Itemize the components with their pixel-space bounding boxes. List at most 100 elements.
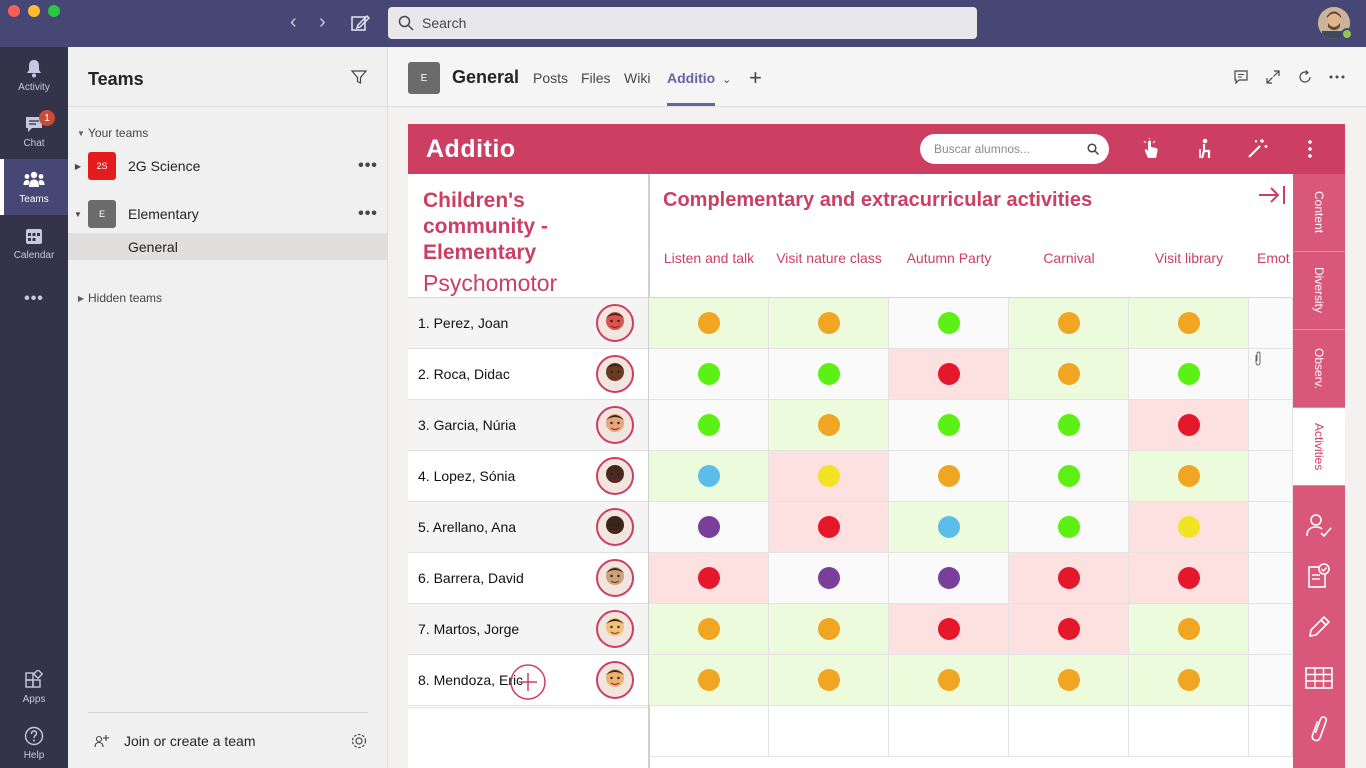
add-tab-button[interactable]: + — [749, 65, 762, 90]
grade-cell[interactable] — [1009, 553, 1129, 604]
grade-cell[interactable] — [769, 604, 889, 655]
grade-cell[interactable] — [769, 502, 889, 553]
grade-cell[interactable] — [649, 349, 769, 400]
student-row[interactable]: 8. Mendoza, Eric — [408, 655, 648, 706]
grade-cell[interactable] — [769, 451, 889, 502]
grade-cell[interactable] — [1129, 349, 1249, 400]
side-tab-observ[interactable]: Observ. — [1293, 330, 1345, 408]
hidden-teams-section[interactable]: ▶ Hidden teams — [74, 291, 162, 305]
attachment-icon[interactable] — [1253, 351, 1263, 367]
student-profile-button[interactable] — [1293, 499, 1345, 550]
grade-cell[interactable] — [1129, 655, 1249, 706]
refresh-icon[interactable] — [1297, 69, 1313, 85]
grade-cell[interactable] — [649, 502, 769, 553]
team-item-2g-science[interactable]: ▶ 2S 2G Science ••• — [68, 144, 388, 188]
grade-cell[interactable] — [1249, 655, 1293, 706]
student-row[interactable]: 7. Martos, Jorge — [408, 604, 648, 655]
grade-cell[interactable] — [1249, 298, 1293, 349]
back-arrow-icon[interactable]: ‹ — [290, 11, 297, 33]
student-row[interactable]: 4. Lopez, Sónia — [408, 451, 648, 502]
seating-icon[interactable] — [1195, 138, 1215, 160]
filter-icon[interactable] — [351, 69, 367, 85]
activity-column-header[interactable]: Visit nature class — [776, 250, 882, 266]
grade-cell[interactable] — [769, 349, 889, 400]
student-avatar[interactable] — [596, 355, 634, 393]
student-avatar[interactable] — [596, 406, 634, 444]
more-options-icon[interactable] — [1328, 69, 1346, 85]
student-row[interactable]: 5. Arellano, Ana — [408, 502, 648, 553]
add-student-button[interactable] — [408, 657, 648, 708]
grid-view-button[interactable] — [1293, 652, 1345, 703]
search-input[interactable]: Search — [388, 7, 977, 39]
forward-arrow-icon[interactable]: › — [319, 11, 326, 33]
team-more-options-button[interactable]: ••• — [358, 157, 378, 174]
collapse-panel-icon[interactable] — [1258, 184, 1286, 206]
grade-cell[interactable] — [1009, 604, 1129, 655]
activity-column-header[interactable]: Carnival — [1043, 250, 1095, 266]
gear-icon[interactable] — [350, 732, 368, 750]
join-or-create-team-button[interactable]: Join or create a team — [94, 733, 256, 749]
grade-cell[interactable] — [1249, 604, 1293, 655]
attachments-button[interactable] — [1293, 703, 1345, 754]
team-more-options-button[interactable]: ••• — [358, 205, 378, 222]
grade-cell[interactable] — [889, 502, 1009, 553]
grade-cell[interactable] — [1129, 451, 1249, 502]
appbar-chat[interactable]: Chat 1 — [0, 103, 68, 159]
pointer-hand-icon[interactable] — [1141, 138, 1161, 160]
grade-cell[interactable] — [769, 553, 889, 604]
student-avatar[interactable] — [596, 508, 634, 546]
grade-cell[interactable] — [649, 298, 769, 349]
student-avatar[interactable] — [596, 610, 634, 648]
appbar-help[interactable]: Help — [0, 715, 68, 768]
grade-cell[interactable] — [889, 298, 1009, 349]
student-row[interactable]: 3. Garcia, Núria — [408, 400, 648, 451]
side-tab-diversity[interactable]: Diversity — [1293, 252, 1345, 330]
grade-cell[interactable] — [649, 400, 769, 451]
magic-wand-icon[interactable] — [1246, 138, 1268, 160]
team-item-elementary[interactable]: ▼ E Elementary ••• — [68, 192, 388, 236]
grade-cell[interactable] — [769, 655, 889, 706]
grade-cell[interactable] — [769, 298, 889, 349]
expand-icon[interactable] — [1265, 69, 1281, 85]
appbar-apps[interactable]: Apps — [0, 659, 68, 715]
grade-cell[interactable] — [1129, 502, 1249, 553]
grade-cell[interactable] — [1249, 502, 1293, 553]
activity-column-header[interactable]: Emot — [1257, 250, 1290, 266]
tab-wiki[interactable]: Wiki — [624, 70, 651, 86]
grade-cell[interactable] — [1009, 349, 1129, 400]
grade-cell[interactable] — [889, 349, 1009, 400]
student-row[interactable]: 1. Perez, Joan — [408, 298, 648, 349]
channel-item-general[interactable]: General — [68, 233, 388, 260]
student-avatar[interactable] — [596, 457, 634, 495]
grade-cell[interactable] — [1249, 553, 1293, 604]
grade-cell[interactable] — [889, 400, 1009, 451]
appbar-calendar[interactable]: Calendar — [0, 215, 68, 271]
grade-cell[interactable] — [1009, 502, 1129, 553]
grade-cell[interactable] — [1009, 655, 1129, 706]
grade-cell[interactable] — [769, 400, 889, 451]
grade-cell[interactable] — [649, 553, 769, 604]
conversation-icon[interactable] — [1233, 69, 1249, 85]
edit-button[interactable] — [1293, 601, 1345, 652]
student-avatar[interactable] — [596, 559, 634, 597]
grade-cell[interactable] — [889, 604, 1009, 655]
student-avatar[interactable] — [596, 304, 634, 342]
grade-cell[interactable] — [649, 655, 769, 706]
grade-cell[interactable] — [1249, 451, 1293, 502]
grade-cell[interactable] — [889, 451, 1009, 502]
assessment-button[interactable] — [1293, 550, 1345, 601]
grade-cell[interactable] — [889, 655, 1009, 706]
side-tab-content[interactable]: Content — [1293, 174, 1345, 252]
grade-cell[interactable] — [1129, 604, 1249, 655]
activity-column-header[interactable]: Listen and talk — [663, 250, 755, 266]
appbar-teams[interactable]: Teams — [0, 159, 68, 215]
grade-cell[interactable] — [1009, 298, 1129, 349]
tab-files[interactable]: Files — [581, 70, 611, 86]
side-tab-activities[interactable]: Activities — [1293, 408, 1345, 486]
student-search-input[interactable]: Buscar alumnos... — [920, 134, 1109, 164]
vertical-more-icon[interactable] — [1306, 138, 1314, 160]
appbar-activity[interactable]: Activity — [0, 47, 68, 103]
grade-cell[interactable] — [1009, 451, 1129, 502]
grade-cell[interactable] — [1249, 400, 1293, 451]
window-close-button[interactable] — [8, 5, 20, 17]
